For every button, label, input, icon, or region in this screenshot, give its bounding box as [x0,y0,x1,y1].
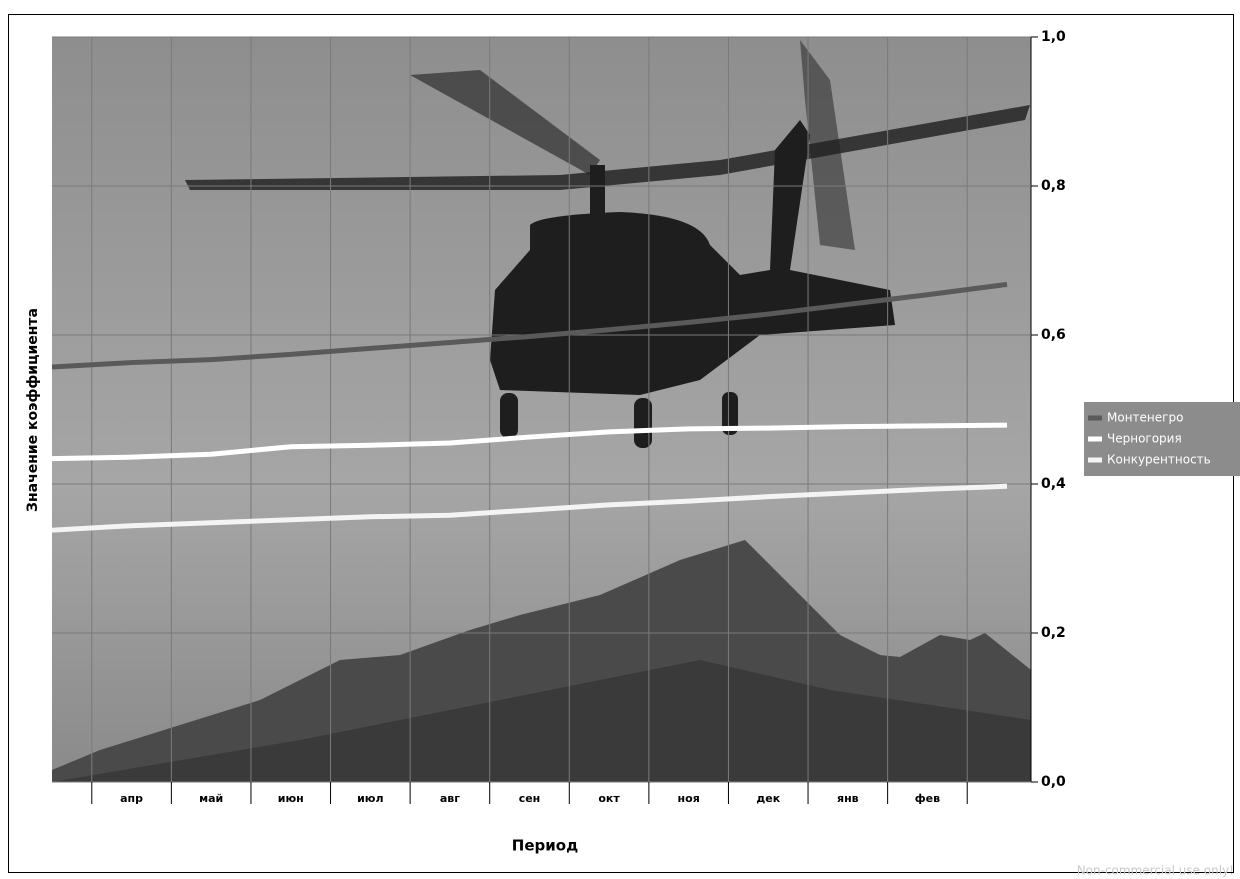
data-line [51,281,1008,370]
legend-label: Монтенегро [1107,411,1183,425]
x-tick-label: окт [598,792,620,805]
x-tick-label: май [199,792,223,805]
legend-label: Конкурентность [1107,453,1211,467]
x-tick-label: июн [278,792,304,805]
x-tick-label: сен [519,792,541,805]
legend-label: Черногория [1107,432,1182,446]
x-tick-label: авг [440,792,460,805]
x-tick-label: ноя [678,792,700,805]
y-tick-label: 0,8 [1041,178,1066,194]
y-tick-label: 0,6 [1041,327,1066,343]
y-tick-label: 0,2 [1041,625,1066,641]
y-tick-label: 0,0 [1041,774,1066,790]
x-tick-label: янв [837,792,859,805]
x-tick-label: апр [120,792,143,805]
x-tick-label: фев [915,792,940,805]
background-photo [52,37,1031,782]
watermark: Non-commercial use only! [1077,864,1234,878]
y-tick-label: 0,4 [1041,476,1066,492]
x-axis-title: Период [512,837,578,855]
x-tick-label: дек [756,792,780,805]
y-axis-title: Значение коэффициента [25,308,41,512]
data-line [51,422,1008,462]
data-line [51,483,1008,533]
legend-box [1084,402,1240,476]
y-tick-label: 1,0 [1041,29,1066,45]
x-tick-label: июл [357,792,383,805]
